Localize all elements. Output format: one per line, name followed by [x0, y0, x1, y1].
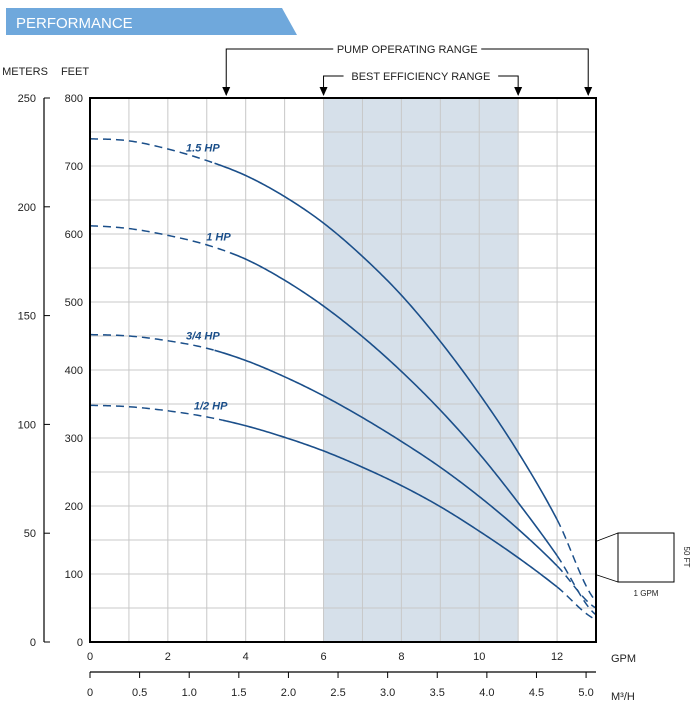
banner-shape [6, 8, 297, 35]
pump-operating-range-bracket [225, 48, 589, 95]
x-tick-m3h: 1.5 [231, 687, 246, 699]
plot-frame [89, 97, 597, 643]
y-tick-feet: 100 [65, 569, 83, 581]
curve-dashed-end [556, 586, 597, 621]
x-tick-m3h: 4.0 [479, 687, 494, 699]
y-tick-feet: 0 [77, 637, 83, 649]
pump-operating-range-label: PUMP OPERATING RANGE [337, 44, 478, 56]
banner-title: PERFORMANCE [16, 15, 133, 32]
curve-solid [222, 419, 558, 588]
scale-box-leader-bottom [596, 574, 619, 583]
y-tick-feet: 500 [65, 297, 83, 309]
curve-solid [214, 349, 558, 567]
scale-box-rect [617, 532, 675, 583]
pump-operating-range-arrow [584, 87, 593, 96]
curve-dashed-start [89, 333, 215, 352]
x-tick-m3h: 3.0 [380, 687, 395, 699]
x-tick-gpm: 6 [320, 651, 326, 663]
x-tick-gpm: 8 [398, 651, 404, 663]
y-tick-feet: 200 [65, 501, 83, 513]
y-tick-meters: 100 [18, 419, 36, 431]
series-label: 1.5 HP [186, 142, 220, 154]
y-tick-meters: 0 [30, 637, 36, 649]
y-axis-right-title: FEET [61, 66, 89, 78]
curve-dashed-end [556, 565, 597, 609]
x-tick-m3h: 0.5 [132, 687, 147, 699]
x-tick-m3h: 5.0 [578, 687, 593, 699]
scale-box: 1 GPM 50 FT [596, 532, 691, 598]
best-efficiency-range-arrow [514, 87, 523, 96]
scale-box-x-label: 1 GPM [634, 589, 659, 598]
y-tick-meters: 50 [24, 528, 36, 540]
curve-dashed-start [89, 138, 215, 164]
x-tick-gpm: 2 [165, 651, 171, 663]
y-tick-feet: 700 [65, 161, 83, 173]
x-tick-m3h: 3.5 [430, 687, 445, 699]
curve-dashed-start [89, 404, 223, 421]
pump-operating-range-arrow [222, 87, 231, 96]
x-tick-m3h: 2.0 [281, 687, 296, 699]
curve-solid [229, 251, 558, 557]
best-efficiency-range-arrow [319, 87, 328, 96]
x-tick-gpm: 10 [473, 651, 485, 663]
curve-solid [214, 162, 558, 520]
curve-dashed-end [556, 519, 597, 602]
y-axis-left-title: METERS [2, 66, 48, 78]
scale-box-y-label: 50 FT [682, 547, 691, 568]
curves [89, 138, 597, 621]
series-labels: 1.5 HP 1 HP 3/4 HP 1/2 HP [186, 142, 231, 412]
y-tick-meters: 150 [18, 311, 36, 323]
best-efficiency-range-label: BEST EFFICIENCY RANGE [351, 71, 490, 83]
series-label: 3/4 HP [186, 330, 220, 342]
x-axis-primary-title: GPM [611, 653, 636, 665]
curve-dashed-start [89, 225, 231, 254]
series-label: 1 HP [206, 232, 231, 244]
x-tick-gpm: 0 [87, 651, 93, 663]
y-tick-feet: 300 [65, 433, 83, 445]
x-tick-m3h: 4.5 [529, 687, 544, 699]
ticks: 0100200300400500600700800050100150200250… [18, 93, 596, 699]
x-tick-m3h: 0 [87, 687, 93, 699]
y-tick-feet: 400 [65, 365, 83, 377]
grid [90, 98, 596, 642]
scale-box-leader-top [596, 532, 619, 542]
x-tick-gpm: 4 [243, 651, 249, 663]
y-tick-feet: 600 [65, 229, 83, 241]
x-axis-secondary-title: M³/H [611, 691, 635, 703]
x-tick-m3h: 2.5 [330, 687, 345, 699]
range-annotations: PUMP OPERATING RANGE BEST EFFICIENCY RANG… [222, 44, 593, 96]
series-label: 1/2 HP [194, 401, 228, 413]
y-tick-feet: 800 [65, 93, 83, 105]
y-tick-meters: 250 [18, 93, 36, 105]
y-tick-meters: 200 [18, 202, 36, 214]
x-tick-m3h: 1.0 [182, 687, 197, 699]
x-tick-gpm: 12 [551, 651, 563, 663]
performance-banner: PERFORMANCE [6, 8, 297, 35]
